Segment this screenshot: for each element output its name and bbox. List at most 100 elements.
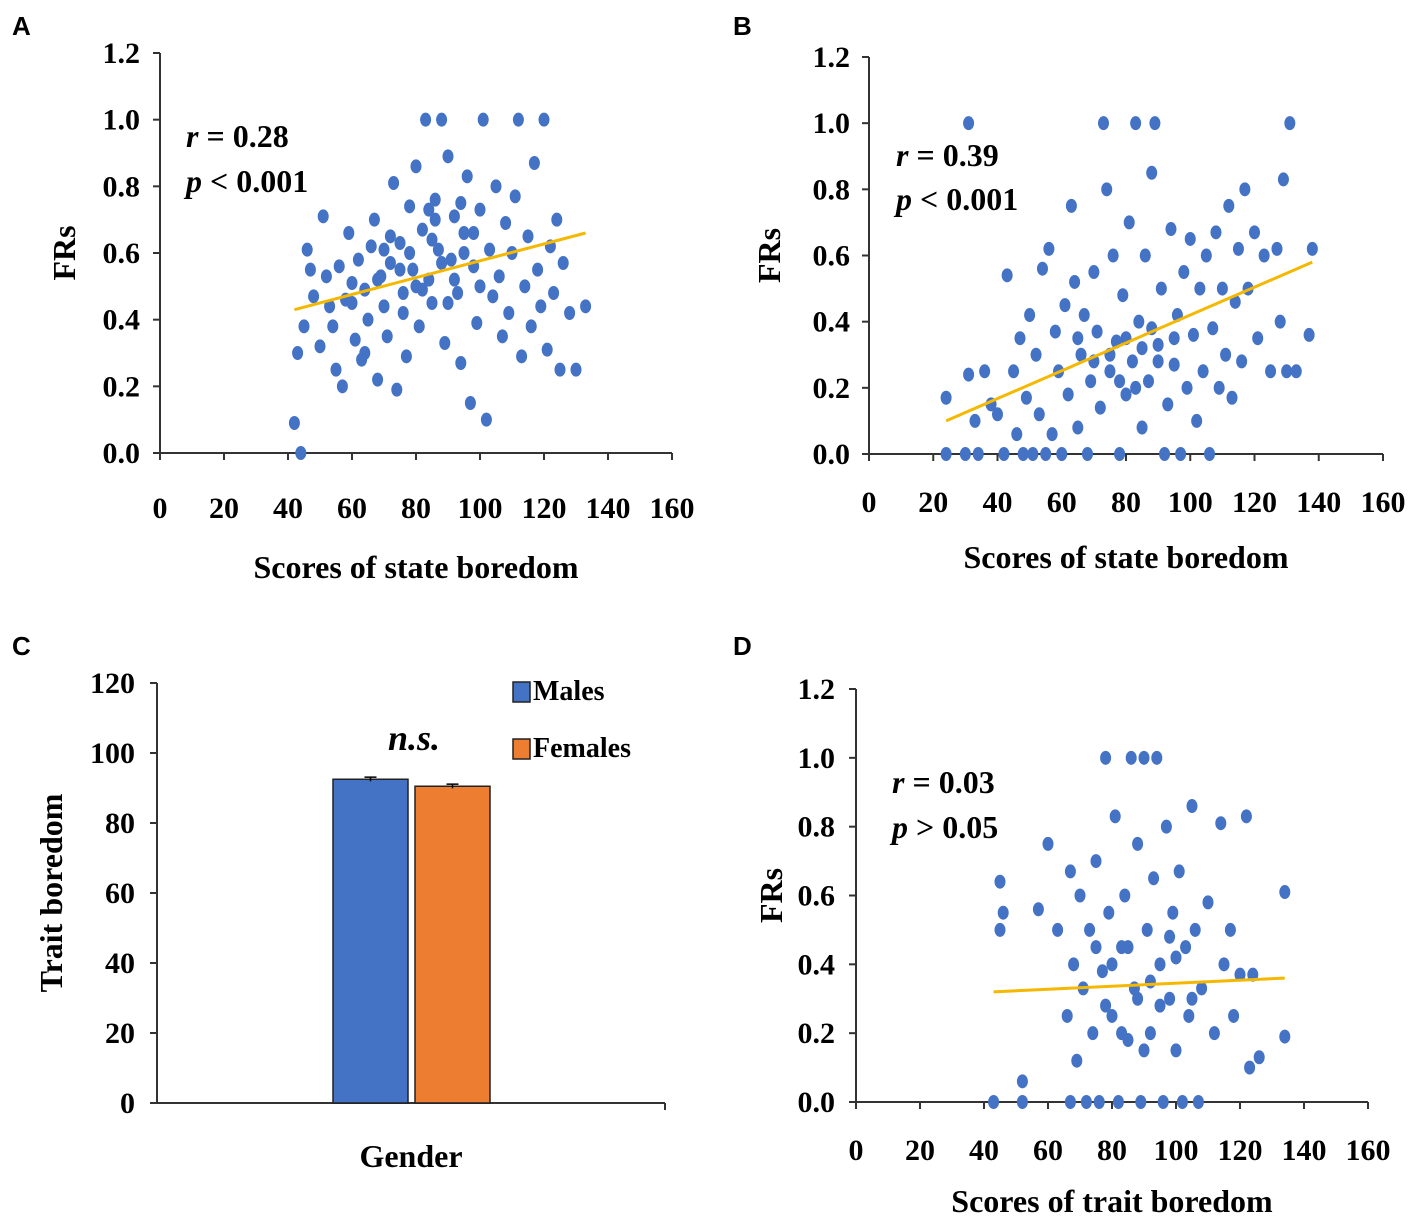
x-tick-label: 140 xyxy=(1296,486,1341,519)
data-point xyxy=(410,279,422,294)
data-point xyxy=(1281,364,1293,379)
data-point xyxy=(432,242,444,257)
stat-p-value: < 0.001 xyxy=(210,163,308,199)
stat-r: r = 0.28 xyxy=(186,118,289,154)
panel-letter: D xyxy=(733,631,752,661)
data-point xyxy=(458,226,470,240)
x-tick-label: 40 xyxy=(969,1134,999,1167)
data-point xyxy=(1059,298,1071,313)
data-point xyxy=(464,396,476,410)
data-point xyxy=(1065,198,1077,213)
x-tick-label: 160 xyxy=(650,492,695,525)
x-tick-label: 0 xyxy=(849,1134,864,1167)
data-point xyxy=(1186,991,1198,1006)
data-point xyxy=(1056,447,1068,461)
data-point xyxy=(1094,400,1106,415)
data-point xyxy=(535,299,547,314)
stat-p-symbol: p xyxy=(889,809,916,845)
data-point xyxy=(1114,374,1126,389)
data-point xyxy=(1049,324,1061,339)
data-point xyxy=(330,362,342,377)
data-point xyxy=(1162,397,1174,412)
x-tick-label: 140 xyxy=(1282,1134,1327,1167)
data-point xyxy=(1016,1095,1028,1109)
data-point xyxy=(1271,241,1283,256)
y-tick-label: 1.2 xyxy=(798,673,836,706)
data-point xyxy=(1189,922,1201,937)
x-tick-label: 20 xyxy=(918,486,948,519)
stat-r-symbol: r xyxy=(896,137,916,173)
data-point xyxy=(1122,940,1134,955)
data-point xyxy=(1279,1029,1291,1044)
x-tick-label: 0 xyxy=(153,492,168,525)
data-point xyxy=(1098,116,1110,131)
data-point xyxy=(496,329,508,344)
x-axis-title: Scores of state boredom xyxy=(964,539,1289,575)
data-point xyxy=(1071,1053,1083,1068)
data-point xyxy=(963,116,975,131)
data-point xyxy=(1074,888,1086,903)
data-point xyxy=(1114,447,1126,461)
data-point xyxy=(1135,1095,1147,1109)
stat-r: r = 0.03 xyxy=(892,764,995,800)
data-point xyxy=(1078,308,1090,323)
data-point xyxy=(1101,182,1113,197)
data-point xyxy=(1064,1095,1076,1109)
data-point xyxy=(516,349,528,364)
scatter-points xyxy=(988,750,1291,1109)
data-point xyxy=(538,112,550,127)
data-point xyxy=(378,299,390,314)
data-point xyxy=(564,306,576,320)
data-point xyxy=(512,112,524,127)
data-point xyxy=(1216,281,1228,296)
data-point xyxy=(1109,809,1121,824)
stat-p-value: > 0.05 xyxy=(916,809,998,845)
data-point xyxy=(1154,957,1166,972)
data-point xyxy=(346,296,358,310)
y-tick-label: 80 xyxy=(105,807,135,840)
data-point xyxy=(391,382,403,397)
y-axis-title: FRs xyxy=(753,868,789,923)
x-axis-title: Scores of state boredom xyxy=(254,549,579,585)
data-point xyxy=(1119,888,1131,903)
y-tick-label: 0.0 xyxy=(103,437,141,470)
data-point xyxy=(484,242,496,257)
data-point xyxy=(1167,905,1179,920)
stat-p: p > 0.05 xyxy=(889,809,998,845)
data-point xyxy=(327,319,339,334)
data-point xyxy=(509,189,521,204)
y-tick-label: 0.4 xyxy=(103,304,141,337)
data-point xyxy=(420,112,432,127)
data-point xyxy=(324,299,336,314)
x-tick-label: 120 xyxy=(1232,486,1277,519)
data-point xyxy=(288,416,300,430)
data-point xyxy=(477,112,489,127)
data-point xyxy=(384,229,396,244)
data-point xyxy=(304,262,316,277)
data-point xyxy=(442,296,454,310)
data-point xyxy=(1165,222,1177,237)
data-point xyxy=(1036,261,1048,276)
data-point xyxy=(1087,1026,1099,1041)
data-point xyxy=(359,346,371,360)
data-point xyxy=(1144,1026,1156,1041)
data-point xyxy=(1154,998,1166,1013)
y-tick-label: 0.2 xyxy=(103,370,141,403)
y-tick-label: 60 xyxy=(105,877,135,910)
data-point xyxy=(400,349,412,364)
y-tick-label: 0.4 xyxy=(813,306,851,339)
data-point xyxy=(1096,964,1108,979)
data-point xyxy=(436,256,448,270)
data-point xyxy=(413,319,425,334)
data-point xyxy=(407,262,419,277)
data-point xyxy=(525,319,537,334)
stat-r-value: = 0.03 xyxy=(912,764,994,800)
data-point xyxy=(333,259,345,274)
y-tick-label: 1.2 xyxy=(103,37,141,70)
data-point xyxy=(336,379,348,394)
data-point xyxy=(480,412,492,427)
y-tick-label: 0 xyxy=(120,1087,135,1120)
x-tick-label: 20 xyxy=(905,1134,935,1167)
data-point xyxy=(1064,864,1076,879)
x-tick-label: 60 xyxy=(1033,1134,1063,1167)
